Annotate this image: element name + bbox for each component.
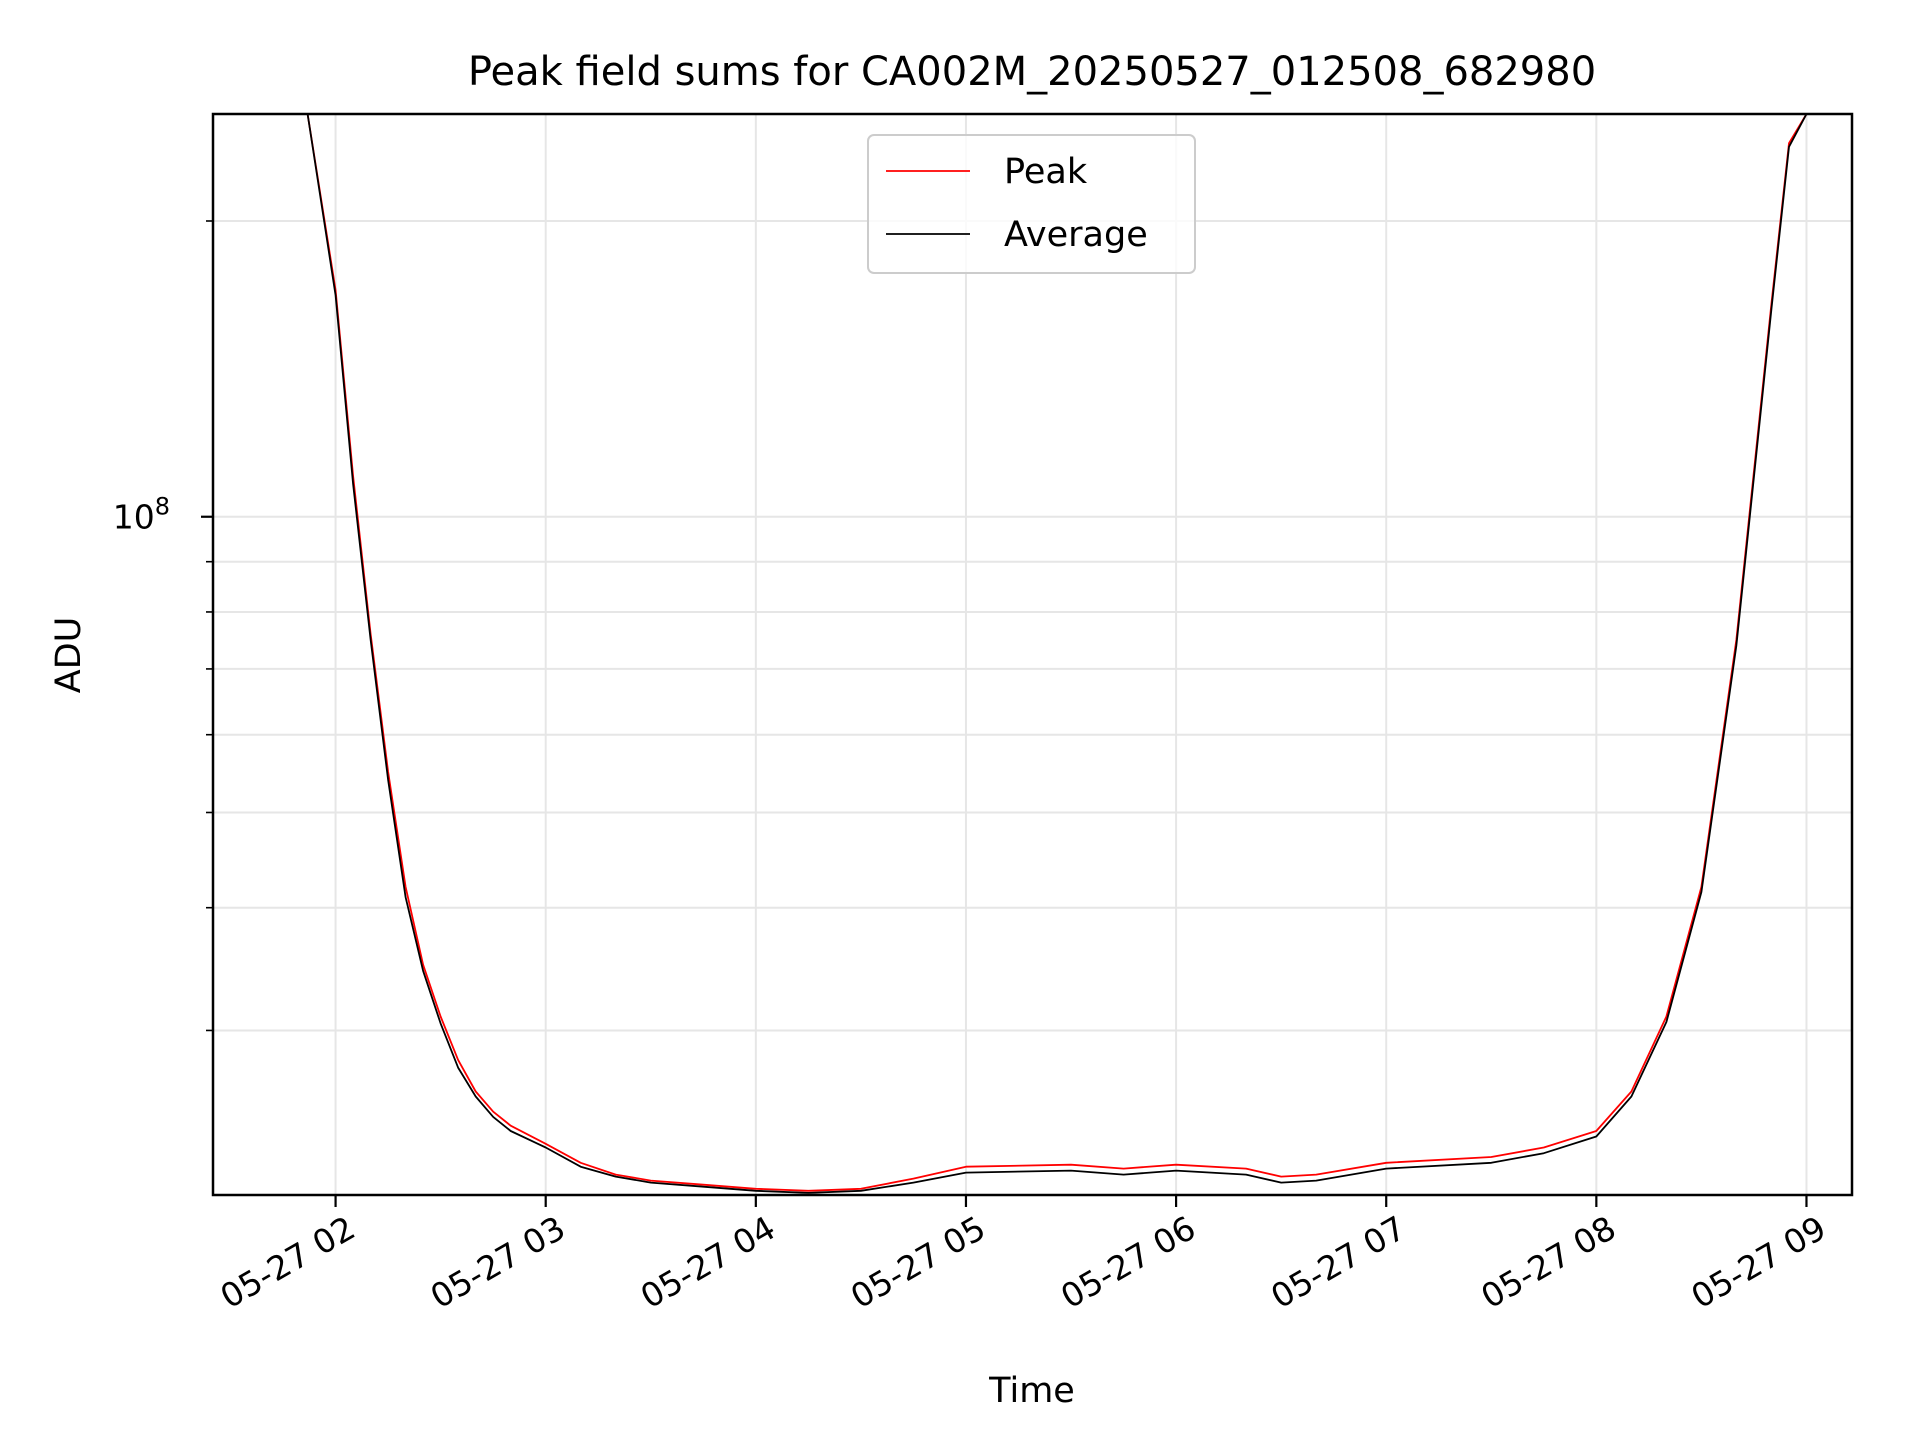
y-axis-label: ADU [49, 617, 89, 694]
legend: Peak Average [867, 134, 1196, 274]
legend-peak-label: Peak [1004, 152, 1088, 192]
grid [213, 114, 1852, 1195]
series-layer [306, 114, 1808, 1194]
y-tick-label: 108 [113, 493, 170, 537]
series-line-peak [306, 114, 1808, 1192]
x-axis-label: Time [988, 1371, 1075, 1411]
legend-average-label: Average [1004, 215, 1148, 255]
legend-box [867, 134, 1196, 274]
series-line-average [306, 114, 1808, 1194]
plot-frame [211, 112, 1854, 1197]
chart-title: Peak field sums for CA002M_20250527_0125… [468, 49, 1596, 95]
y-axis: 108 [113, 220, 213, 1032]
